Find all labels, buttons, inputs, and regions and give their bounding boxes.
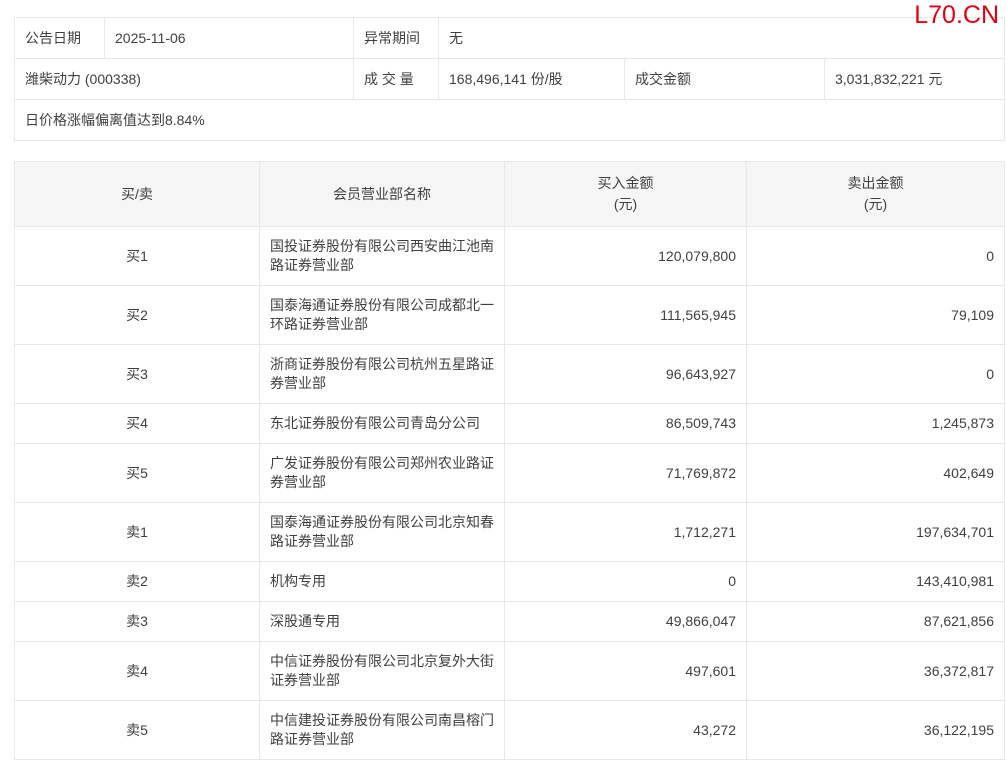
table-row: 卖2 机构专用 0 143,410,981 xyxy=(14,561,1005,602)
row-branch-name: 浙商证券股份有限公司杭州五星路证券营业部 xyxy=(259,344,505,404)
col-header-sell: 卖出金额 (元) xyxy=(746,161,1005,227)
row-sell-amount: 36,122,195 xyxy=(746,700,1005,760)
row-sell-amount: 0 xyxy=(746,226,1005,286)
row-branch-name: 国泰海通证券股份有限公司成都北一环路证券营业部 xyxy=(259,285,505,345)
row-branch-name: 深股通专用 xyxy=(259,601,505,642)
col-header-buy-title: 买入金额 xyxy=(597,175,654,191)
row-buy-amount: 0 xyxy=(504,561,747,602)
row-buy-amount: 120,079,800 xyxy=(504,226,747,286)
row-side: 卖3 xyxy=(14,601,260,642)
abnormal-period-value: 无 xyxy=(437,17,1006,59)
row-branch-name: 中信证券股份有限公司北京复外大街证券营业部 xyxy=(259,641,505,701)
volume-label: 成 交 量 xyxy=(353,58,439,100)
row-sell-amount: 197,634,701 xyxy=(746,502,1005,562)
row-sell-amount: 36,372,817 xyxy=(746,641,1005,701)
row-buy-amount: 86,509,743 xyxy=(504,403,747,444)
site-logo[interactable]: L70.CN xyxy=(914,1,999,29)
row-side: 买3 xyxy=(14,344,260,404)
row-buy-amount: 96,643,927 xyxy=(504,344,747,404)
row-buy-amount: 497,601 xyxy=(504,641,747,701)
row-branch-name: 东北证券股份有限公司青岛分公司 xyxy=(259,403,505,444)
row-branch-name: 机构专用 xyxy=(259,561,505,602)
col-header-buy-unit: (元) xyxy=(613,196,638,212)
row-side: 卖2 xyxy=(14,561,260,602)
row-sell-amount: 143,410,981 xyxy=(746,561,1005,602)
row-branch-name: 国投证券股份有限公司西安曲江池南路证券营业部 xyxy=(259,226,505,286)
broker-rank-table: 买/卖 会员营业部名称 买入金额 (元) 卖出金额 (元) 买1 国投证券股份有… xyxy=(14,161,1005,760)
row-sell-amount: 402,649 xyxy=(746,443,1005,503)
abnormal-period-label: 异常期间 xyxy=(353,17,439,59)
turnover-value: 3,031,832,221 元 xyxy=(823,58,1006,100)
col-header-buy: 买入金额 (元) xyxy=(504,161,747,227)
row-side: 卖5 xyxy=(14,700,260,760)
table-row: 买4 东北证券股份有限公司青岛分公司 86,509,743 1,245,873 xyxy=(14,403,1005,444)
row-side: 买5 xyxy=(14,443,260,503)
row-branch-name: 广发证券股份有限公司郑州农业路证券营业部 xyxy=(259,443,505,503)
table-row: 卖4 中信证券股份有限公司北京复外大街证券营业部 497,601 36,372,… xyxy=(14,641,1005,701)
table-row: 买5 广发证券股份有限公司郑州农业路证券营业部 71,769,872 402,6… xyxy=(14,443,1005,503)
table-row: 卖3 深股通专用 49,866,047 87,621,856 xyxy=(14,601,1005,642)
deviation-note: 日价格涨幅偏离值达到8.84% xyxy=(13,99,1006,141)
row-side: 买1 xyxy=(14,226,260,286)
row-side: 买4 xyxy=(14,403,260,444)
row-side: 买2 xyxy=(14,285,260,345)
col-header-side: 买/卖 xyxy=(14,161,260,227)
row-buy-amount: 49,866,047 xyxy=(504,601,747,642)
row-branch-name: 国泰海通证券股份有限公司北京知春路证券营业部 xyxy=(259,502,505,562)
table-row: 卖1 国泰海通证券股份有限公司北京知春路证券营业部 1,712,271 197,… xyxy=(14,502,1005,562)
announce-date-value: 2025-11-06 xyxy=(104,17,354,59)
row-sell-amount: 79,109 xyxy=(746,285,1005,345)
row-sell-amount: 0 xyxy=(746,344,1005,404)
table-row: 买1 国投证券股份有限公司西安曲江池南路证券营业部 120,079,800 0 xyxy=(14,226,1005,286)
table-row: 买2 国泰海通证券股份有限公司成都北一环路证券营业部 111,565,945 7… xyxy=(14,285,1005,345)
turnover-label: 成交金额 xyxy=(624,58,825,100)
col-header-sell-unit: (元) xyxy=(863,196,888,212)
info-row-deviation: 日价格涨幅偏离值达到8.84% xyxy=(13,99,1006,141)
table-row: 卖5 中信建投证券股份有限公司南昌榕门路证券营业部 43,272 36,122,… xyxy=(14,700,1005,760)
row-buy-amount: 1,712,271 xyxy=(504,502,747,562)
stock-info-table: 公告日期 2025-11-06 异常期间 无 潍柴动力 (000338) 成 交… xyxy=(13,17,1006,141)
row-side: 卖1 xyxy=(14,502,260,562)
col-header-sell-title: 卖出金额 xyxy=(847,175,904,191)
stock-name: 潍柴动力 (000338) xyxy=(14,58,354,100)
info-row-date: 公告日期 2025-11-06 异常期间 无 xyxy=(14,17,1006,59)
row-buy-amount: 71,769,872 xyxy=(504,443,747,503)
row-sell-amount: 87,621,856 xyxy=(746,601,1005,642)
table-header-row: 买/卖 会员营业部名称 买入金额 (元) 卖出金额 (元) xyxy=(14,161,1005,227)
volume-value: 168,496,141 份/股 xyxy=(438,58,625,100)
announce-date-label: 公告日期 xyxy=(14,17,105,59)
row-sell-amount: 1,245,873 xyxy=(746,403,1005,444)
row-buy-amount: 43,272 xyxy=(504,700,747,760)
row-buy-amount: 111,565,945 xyxy=(504,285,747,345)
row-side: 卖4 xyxy=(14,641,260,701)
table-row: 买3 浙商证券股份有限公司杭州五星路证券营业部 96,643,927 0 xyxy=(14,344,1005,404)
col-header-branch: 会员营业部名称 xyxy=(259,161,505,227)
info-row-stock: 潍柴动力 (000338) 成 交 量 168,496,141 份/股 成交金额… xyxy=(14,58,1006,100)
row-branch-name: 中信建投证券股份有限公司南昌榕门路证券营业部 xyxy=(259,700,505,760)
